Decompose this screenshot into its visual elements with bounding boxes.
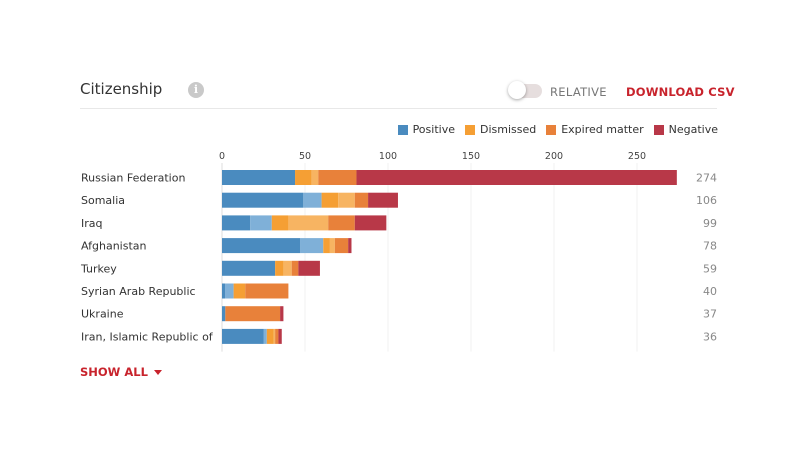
- legend-swatch: [397, 124, 408, 135]
- relative-label: RELATIVE: [550, 85, 607, 99]
- category-label: Turkey: [80, 262, 117, 275]
- bar-segment[interactable]: [222, 306, 226, 322]
- bar-segment[interactable]: [283, 260, 292, 276]
- category-label: Iraq: [81, 217, 103, 230]
- legend-label: Expired matter: [561, 123, 644, 136]
- bar-segment[interactable]: [225, 306, 281, 322]
- bar-segment[interactable]: [278, 328, 282, 344]
- page-title: Citizenship: [80, 80, 163, 98]
- bar-segment[interactable]: [222, 260, 276, 276]
- total-label: 36: [703, 330, 717, 343]
- toggle-knob[interactable]: [508, 81, 526, 99]
- bar-segment[interactable]: [222, 215, 251, 231]
- caret-down-icon: [153, 369, 162, 375]
- bar-segment[interactable]: [273, 328, 276, 344]
- legend-item-negative[interactable]: Negative: [653, 123, 718, 136]
- info-icon[interactable]: i: [188, 82, 204, 98]
- bar-segment[interactable]: [266, 328, 274, 344]
- bar-segment[interactable]: [271, 215, 289, 231]
- relative-toggle[interactable]: [508, 81, 542, 99]
- legend-item-expired[interactable]: Expired matter: [546, 123, 644, 136]
- bar-segment[interactable]: [280, 306, 284, 322]
- chart-legend: Positive Dismissed Expired matter Negati…: [397, 123, 718, 136]
- x-tick-label: 50: [299, 151, 311, 162]
- x-tick-label: 200: [545, 151, 563, 162]
- bar-segment[interactable]: [222, 192, 304, 208]
- category-label: Russian Federation: [81, 172, 185, 185]
- bar-segment[interactable]: [222, 283, 226, 299]
- legend-label: Negative: [668, 123, 718, 136]
- x-tick-label: 0: [219, 151, 225, 162]
- bar-segment[interactable]: [303, 192, 322, 208]
- bar-segment[interactable]: [245, 283, 289, 299]
- bar-segment[interactable]: [250, 215, 272, 231]
- bar-segment[interactable]: [222, 238, 301, 254]
- legend-label: Dismissed: [479, 123, 537, 136]
- category-label: Somalia: [81, 194, 125, 207]
- bar-segment[interactable]: [354, 215, 387, 231]
- total-label: 59: [703, 262, 717, 275]
- legend-item-positive[interactable]: Positive: [397, 123, 455, 136]
- total-label: 106: [696, 194, 717, 207]
- total-label: 99: [703, 217, 717, 230]
- x-tick-label: 100: [379, 151, 397, 162]
- bar-segment[interactable]: [263, 328, 267, 344]
- bar-segment[interactable]: [275, 260, 284, 276]
- bar-segment[interactable]: [222, 170, 296, 185]
- category-label: Ukraine: [81, 308, 124, 321]
- bar-segment[interactable]: [288, 215, 329, 231]
- bar-segment[interactable]: [291, 260, 299, 276]
- bar-segment[interactable]: [368, 192, 398, 208]
- bar-segment[interactable]: [348, 238, 352, 254]
- legend-swatch: [546, 124, 557, 135]
- bar-segment[interactable]: [275, 328, 279, 344]
- legend-swatch: [464, 124, 475, 135]
- legend-swatch: [653, 124, 664, 135]
- bar-segment[interactable]: [222, 328, 264, 344]
- bar-segment[interactable]: [295, 170, 312, 185]
- bar-segment[interactable]: [311, 170, 319, 185]
- show-all-label: SHOW ALL: [80, 365, 148, 379]
- header-divider: [80, 108, 717, 109]
- legend-item-dismissed[interactable]: Dismissed: [464, 123, 537, 136]
- x-tick-label: 250: [628, 151, 646, 162]
- bar-segment[interactable]: [298, 260, 320, 276]
- legend-label: Positive: [412, 123, 455, 136]
- download-csv-button[interactable]: DOWNLOAD CSV: [626, 85, 735, 99]
- bar-segment[interactable]: [338, 192, 355, 208]
- category-label: Afghanistan: [81, 240, 147, 253]
- bar-segment[interactable]: [329, 238, 335, 254]
- bar-segment[interactable]: [318, 170, 357, 185]
- bar-segment[interactable]: [323, 238, 330, 254]
- total-label: 274: [696, 172, 717, 185]
- bar-segment[interactable]: [300, 238, 324, 254]
- category-label: Syrian Arab Republic: [81, 285, 196, 298]
- total-label: 37: [703, 308, 717, 321]
- bar-segment[interactable]: [354, 192, 369, 208]
- x-tick-label: 150: [462, 151, 480, 162]
- bar-segment[interactable]: [334, 238, 349, 254]
- total-label: 78: [703, 240, 717, 253]
- bar-segment[interactable]: [328, 215, 355, 231]
- category-label: Iran, Islamic Republic of: [81, 330, 214, 343]
- bar-segment[interactable]: [233, 283, 246, 299]
- bar-segment[interactable]: [321, 192, 339, 208]
- total-label: 40: [703, 285, 717, 298]
- show-all-button[interactable]: SHOW ALL: [80, 365, 162, 379]
- bar-segment[interactable]: [225, 283, 234, 299]
- bar-segment[interactable]: [356, 170, 677, 185]
